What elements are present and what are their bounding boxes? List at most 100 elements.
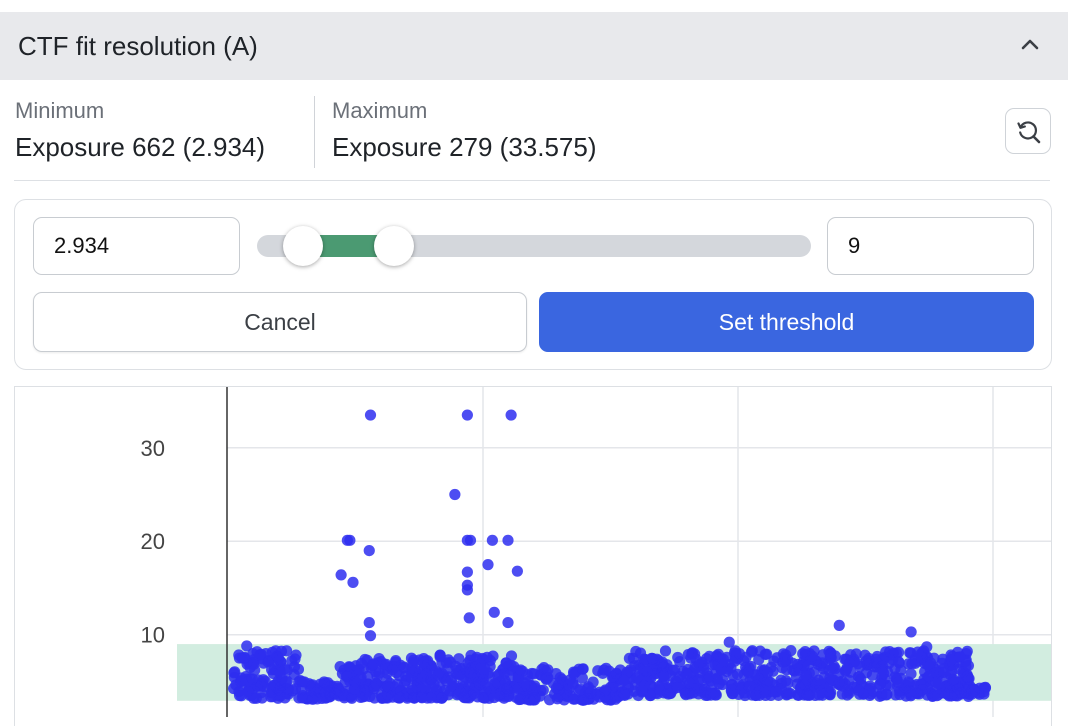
y-tick-label: 30 bbox=[141, 436, 165, 461]
data-point bbox=[657, 670, 670, 682]
section-header[interactable]: CTF fit resolution (A) bbox=[0, 12, 1068, 80]
min-max-summary: Minimum Exposure 662 (2.934) Maximum Exp… bbox=[0, 92, 1068, 182]
set-threshold-button[interactable]: Set threshold bbox=[539, 292, 1034, 352]
minimum-label: Minimum bbox=[15, 98, 105, 123]
data-point bbox=[800, 669, 812, 681]
data-point bbox=[333, 684, 345, 697]
data-point bbox=[884, 646, 896, 658]
data-point bbox=[836, 688, 848, 700]
data-point bbox=[573, 685, 585, 697]
data-point bbox=[481, 651, 493, 663]
slider-max-handle[interactable] bbox=[374, 226, 415, 266]
data-point bbox=[961, 671, 973, 683]
data-point bbox=[785, 645, 797, 657]
data-point bbox=[368, 682, 380, 695]
zoom-reset-button[interactable] bbox=[1005, 108, 1051, 154]
data-point bbox=[762, 675, 774, 687]
data-point bbox=[554, 688, 566, 701]
data-point bbox=[599, 684, 612, 696]
data-point bbox=[717, 674, 729, 686]
data-point bbox=[946, 654, 958, 666]
data-point bbox=[684, 677, 696, 689]
data-point bbox=[646, 653, 659, 665]
data-point bbox=[262, 656, 274, 668]
data-point bbox=[425, 673, 437, 685]
data-point bbox=[745, 646, 758, 658]
chevron-up-icon[interactable] bbox=[1018, 32, 1042, 56]
data-point bbox=[517, 691, 529, 703]
data-point bbox=[468, 687, 480, 700]
data-point bbox=[721, 665, 733, 678]
data-point bbox=[528, 692, 541, 704]
data-point bbox=[299, 692, 311, 704]
data-point bbox=[979, 682, 992, 694]
data-point bbox=[394, 691, 406, 704]
data-point bbox=[733, 648, 746, 660]
data-point bbox=[552, 679, 564, 691]
data-point bbox=[367, 658, 379, 670]
data-point bbox=[833, 676, 845, 688]
data-point bbox=[623, 652, 636, 664]
maximum-stat: Maximum Exposure 279 (33.575) bbox=[332, 92, 597, 163]
data-point bbox=[526, 683, 538, 695]
data-point bbox=[880, 689, 893, 701]
data-point bbox=[246, 673, 258, 685]
threshold-max-input[interactable] bbox=[827, 217, 1034, 275]
data-point bbox=[245, 689, 257, 701]
data-point bbox=[855, 673, 867, 685]
data-point bbox=[601, 694, 613, 706]
data-point bbox=[416, 692, 428, 704]
data-point bbox=[296, 683, 308, 695]
data-point bbox=[966, 688, 978, 700]
data-point bbox=[502, 534, 514, 546]
data-point bbox=[542, 664, 554, 676]
data-point bbox=[750, 689, 762, 701]
threshold-min-input[interactable] bbox=[33, 217, 240, 275]
scatter-plot[interactable]: 10 20 30 bbox=[14, 386, 1052, 726]
data-point bbox=[415, 672, 427, 685]
data-point bbox=[767, 665, 779, 677]
data-point bbox=[324, 681, 336, 693]
data-point bbox=[930, 667, 943, 679]
data-point bbox=[824, 672, 836, 684]
data-point bbox=[568, 666, 580, 678]
data-point bbox=[947, 673, 959, 686]
cancel-button[interactable]: Cancel bbox=[33, 292, 527, 352]
data-point bbox=[382, 680, 394, 692]
data-point bbox=[425, 681, 437, 693]
data-point bbox=[502, 616, 514, 629]
data-point bbox=[505, 409, 517, 421]
data-point bbox=[618, 688, 630, 701]
data-point bbox=[637, 662, 649, 674]
slider-min-handle[interactable] bbox=[283, 226, 323, 266]
data-point bbox=[474, 658, 486, 670]
data-point bbox=[511, 565, 523, 577]
data-point bbox=[461, 566, 473, 578]
data-point bbox=[782, 677, 794, 689]
data-point bbox=[932, 689, 944, 701]
data-point bbox=[363, 544, 375, 557]
data-point bbox=[733, 678, 745, 690]
data-point bbox=[461, 409, 473, 421]
data-point bbox=[853, 684, 865, 697]
data-point bbox=[417, 657, 429, 669]
scatter-plot-svg[interactable]: 10 20 30 bbox=[15, 387, 1051, 717]
data-point bbox=[952, 683, 964, 695]
data-point bbox=[582, 682, 594, 694]
data-point bbox=[364, 409, 377, 421]
data-point bbox=[825, 686, 837, 698]
data-point bbox=[335, 569, 347, 581]
data-point bbox=[701, 653, 713, 665]
data-point bbox=[871, 650, 883, 663]
data-point bbox=[799, 646, 811, 658]
data-point bbox=[672, 651, 684, 664]
data-point bbox=[486, 534, 498, 546]
threshold-range-slider[interactable] bbox=[257, 226, 811, 266]
data-point bbox=[877, 667, 890, 679]
data-point bbox=[917, 683, 929, 696]
data-point bbox=[962, 660, 975, 672]
data-point bbox=[461, 584, 473, 596]
data-point bbox=[577, 663, 589, 675]
data-point bbox=[488, 678, 500, 690]
data-point bbox=[592, 665, 604, 677]
